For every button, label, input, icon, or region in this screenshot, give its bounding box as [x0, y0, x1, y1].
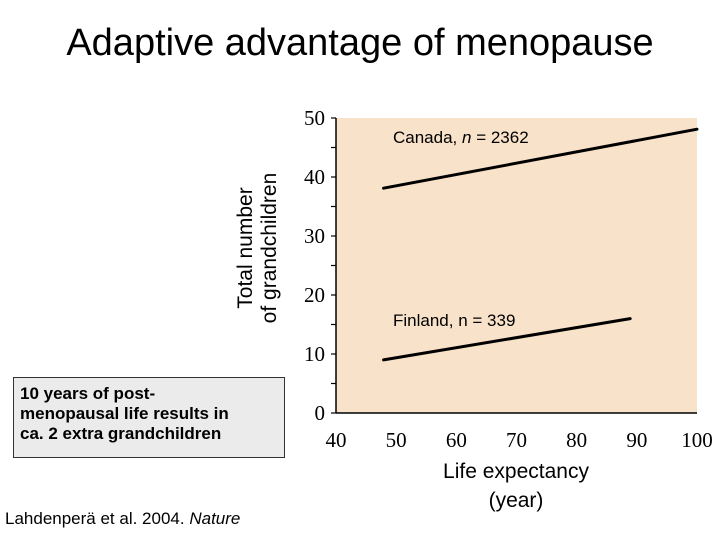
x-axis: 40 50 60 70 80 90 100: [326, 412, 713, 452]
y-tick-label: 30: [304, 224, 325, 248]
x-tick-label: 40: [326, 428, 347, 452]
y-tick-label: 10: [304, 342, 325, 366]
x-tick-label: 70: [506, 428, 527, 452]
y-tick-label: 0: [315, 401, 326, 425]
finland-series-label: Finland, n = 339: [393, 311, 515, 330]
callout-line-2: menopausal life results in: [20, 404, 229, 423]
citation: Lahdenperä et al. 2004. Nature: [5, 509, 240, 529]
x-tick-label: 100: [681, 428, 713, 452]
callout-line-1: 10 years of post-: [20, 384, 156, 403]
callout-box: 10 years of post- menopausal life result…: [13, 377, 285, 458]
plot-area: [336, 118, 697, 413]
x-axis-title: Life expectancy (year): [416, 457, 616, 515]
x-tick-label: 80: [566, 428, 587, 452]
canada-series-label: Canada, n = 2362: [393, 128, 529, 147]
y-tick-label: 50: [304, 106, 325, 130]
series-group: [382, 127, 699, 362]
callout-line-3: ca. 2 extra grandchildren: [20, 424, 222, 443]
x-axis-title-line-2: (year): [488, 489, 544, 512]
x-tick-label: 50: [386, 428, 407, 452]
y-axis: 0 10 20 30 40 50: [304, 106, 337, 425]
page-title: Adaptive advantage of menopause: [66, 22, 654, 64]
y-axis-title-line-2: of grandchildren: [258, 172, 281, 324]
citation-journal: Nature: [189, 509, 241, 528]
y-tick-label: 40: [304, 165, 325, 189]
citation-text: Lahdenperä et al. 2004.: [5, 509, 185, 528]
x-axis-title-line-1: Life expectancy: [443, 460, 589, 483]
y-axis-title-line-1: Total number: [234, 187, 257, 309]
x-tick-label: 90: [626, 428, 647, 452]
canada-series-line: [382, 127, 699, 190]
finland-series-line: [382, 317, 632, 362]
y-tick-label: 20: [304, 283, 325, 307]
x-tick-label: 60: [446, 428, 467, 452]
y-axis-title: Total number of grandchildren: [234, 118, 282, 378]
